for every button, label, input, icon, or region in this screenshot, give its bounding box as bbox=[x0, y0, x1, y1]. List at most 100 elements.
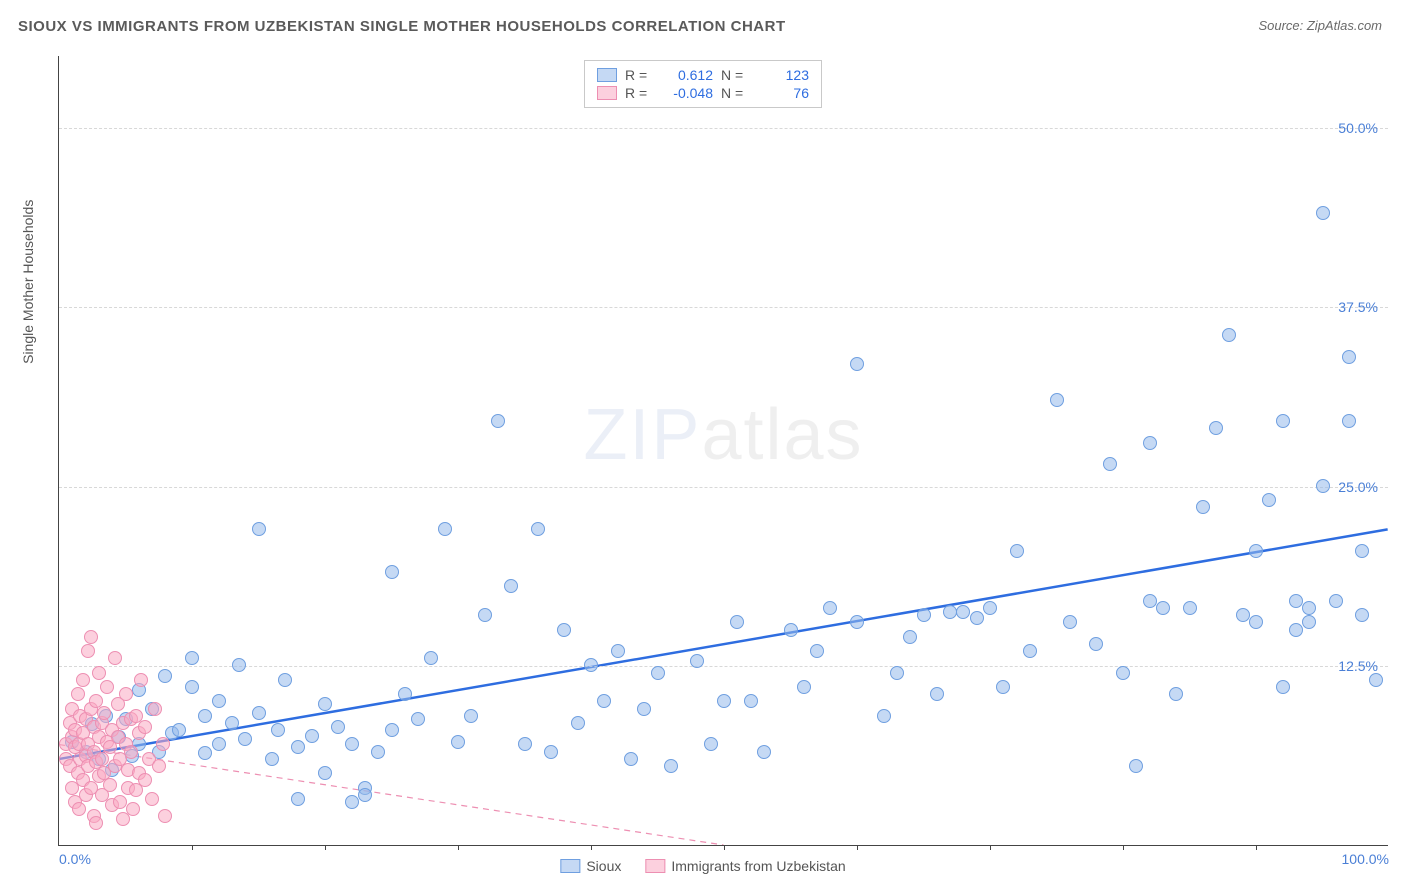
data-point bbox=[212, 737, 226, 751]
data-point bbox=[1316, 206, 1330, 220]
data-point bbox=[478, 608, 492, 622]
x-minor-tick bbox=[857, 845, 858, 850]
data-point bbox=[797, 680, 811, 694]
data-point bbox=[637, 702, 651, 716]
data-point bbox=[318, 766, 332, 780]
data-point bbox=[1249, 615, 1263, 629]
data-point bbox=[1302, 615, 1316, 629]
x-minor-tick bbox=[1123, 845, 1124, 850]
data-point bbox=[252, 522, 266, 536]
data-point bbox=[138, 720, 152, 734]
data-point bbox=[198, 709, 212, 723]
data-point bbox=[943, 605, 957, 619]
data-point bbox=[810, 644, 824, 658]
legend-label: Sioux bbox=[586, 858, 621, 874]
data-point bbox=[1355, 608, 1369, 622]
n-value: 123 bbox=[757, 67, 809, 83]
chart-container: SIOUX VS IMMIGRANTS FROM UZBEKISTAN SING… bbox=[0, 0, 1406, 892]
data-point bbox=[664, 759, 678, 773]
data-point bbox=[103, 778, 117, 792]
data-point bbox=[784, 623, 798, 637]
data-point bbox=[305, 729, 319, 743]
data-point bbox=[145, 792, 159, 806]
data-point bbox=[84, 630, 98, 644]
trend-lines bbox=[59, 56, 1388, 845]
data-point bbox=[451, 735, 465, 749]
data-point bbox=[850, 357, 864, 371]
data-point bbox=[1236, 608, 1250, 622]
n-value: 76 bbox=[757, 85, 809, 101]
data-point bbox=[597, 694, 611, 708]
data-point bbox=[1063, 615, 1077, 629]
data-point bbox=[1129, 759, 1143, 773]
data-point bbox=[730, 615, 744, 629]
data-point bbox=[1276, 414, 1290, 428]
data-point bbox=[1289, 623, 1303, 637]
data-point bbox=[491, 414, 505, 428]
data-point bbox=[232, 658, 246, 672]
data-point bbox=[1103, 457, 1117, 471]
data-point bbox=[557, 623, 571, 637]
data-point bbox=[158, 669, 172, 683]
gridline bbox=[59, 487, 1388, 488]
data-point bbox=[152, 759, 166, 773]
data-point bbox=[148, 702, 162, 716]
x-minor-tick bbox=[325, 845, 326, 850]
data-point bbox=[1222, 328, 1236, 342]
data-point bbox=[1156, 601, 1170, 615]
data-point bbox=[996, 680, 1010, 694]
data-point bbox=[271, 723, 285, 737]
r-value: -0.048 bbox=[661, 85, 713, 101]
y-tick-label: 12.5% bbox=[1338, 658, 1378, 674]
data-point bbox=[624, 752, 638, 766]
data-point bbox=[1316, 479, 1330, 493]
data-point bbox=[584, 658, 598, 672]
data-point bbox=[172, 723, 186, 737]
data-point bbox=[903, 630, 917, 644]
data-point bbox=[690, 654, 704, 668]
data-point bbox=[850, 615, 864, 629]
bottom-legend: SiouxImmigrants from Uzbekistan bbox=[560, 858, 845, 874]
data-point bbox=[1249, 544, 1263, 558]
legend-swatch bbox=[597, 68, 617, 82]
data-point bbox=[544, 745, 558, 759]
data-point bbox=[518, 737, 532, 751]
data-point bbox=[345, 737, 359, 751]
data-point bbox=[1050, 393, 1064, 407]
data-point bbox=[81, 644, 95, 658]
data-point bbox=[611, 644, 625, 658]
r-label: R = bbox=[625, 85, 653, 101]
data-point bbox=[531, 522, 545, 536]
data-point bbox=[704, 737, 718, 751]
x-minor-tick bbox=[1256, 845, 1257, 850]
data-point bbox=[198, 746, 212, 760]
data-point bbox=[1089, 637, 1103, 651]
watermark: ZIPatlas bbox=[583, 394, 863, 476]
data-point bbox=[1143, 594, 1157, 608]
trend-line bbox=[59, 529, 1387, 759]
data-point bbox=[265, 752, 279, 766]
data-point bbox=[717, 694, 731, 708]
data-point bbox=[185, 680, 199, 694]
data-point bbox=[504, 579, 518, 593]
data-point bbox=[970, 611, 984, 625]
data-point bbox=[385, 565, 399, 579]
data-point bbox=[124, 745, 138, 759]
gridline bbox=[59, 666, 1388, 667]
data-point bbox=[72, 802, 86, 816]
data-point bbox=[345, 795, 359, 809]
data-point bbox=[877, 709, 891, 723]
r-value: 0.612 bbox=[661, 67, 713, 83]
data-point bbox=[76, 673, 90, 687]
stats-legend: R =0.612N =123R =-0.048N =76 bbox=[584, 60, 822, 108]
data-point bbox=[238, 732, 252, 746]
data-point bbox=[983, 601, 997, 615]
r-label: R = bbox=[625, 67, 653, 83]
data-point bbox=[119, 687, 133, 701]
data-point bbox=[1023, 644, 1037, 658]
data-point bbox=[1209, 421, 1223, 435]
data-point bbox=[116, 812, 130, 826]
data-point bbox=[92, 666, 106, 680]
data-point bbox=[1183, 601, 1197, 615]
data-point bbox=[411, 712, 425, 726]
